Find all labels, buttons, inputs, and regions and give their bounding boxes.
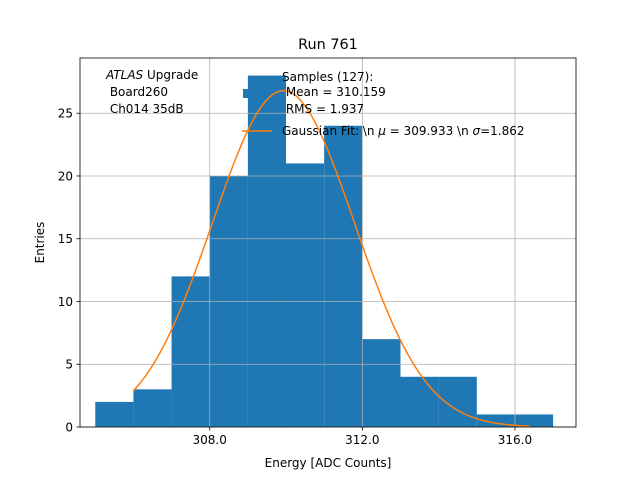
y-tick-label: 0 <box>65 421 73 435</box>
y-tick-label: 15 <box>58 232 73 246</box>
legend-fit-mu-value: = 309.933 \n <box>386 124 473 138</box>
legend-fit-label: Gaussian Fit: \n μ = 309.933 \n σ=1.862 <box>282 124 525 138</box>
x-tick-label: 316.0 <box>498 433 532 447</box>
legend-fit-sigma-value: =1.862 <box>480 124 524 138</box>
svg-text:ATLAS Upgrade: ATLAS Upgrade <box>105 68 198 82</box>
chart-title: Run 761 <box>298 37 358 53</box>
x-axis-ticks: 308.0 312.0 316.0 <box>193 427 532 447</box>
y-tick-label: 5 <box>65 358 73 372</box>
histogram-bar <box>247 75 287 428</box>
y-axis-ticks: 0 5 10 15 20 25 <box>58 107 80 435</box>
x-tick-label: 308.0 <box>193 433 227 447</box>
histogram-bar <box>400 376 439 427</box>
histogram-bar <box>514 414 554 427</box>
legend-fit-mu: μ <box>377 124 386 138</box>
atlas-annotation: ATLAS Upgrade Board260 Ch014 35dB <box>105 68 198 116</box>
x-tick-label: 312.0 <box>345 433 379 447</box>
y-tick-label: 20 <box>58 169 73 183</box>
board-label: Board260 <box>106 85 168 99</box>
histogram-bar <box>324 125 363 427</box>
grid <box>80 58 576 428</box>
legend-samples-line2: Mean = 310.159 <box>282 85 386 99</box>
plot-frame <box>79 57 577 428</box>
atlas-label: ATLAS <box>105 68 144 82</box>
legend: Samples (127): Mean = 310.159 RMS = 1.93… <box>242 70 525 138</box>
histogram-bar <box>286 163 325 427</box>
x-axis-label: Energy [ADC Counts] <box>265 456 392 470</box>
histogram-bar <box>95 401 134 427</box>
legend-samples-line1: Samples (127): <box>282 70 373 84</box>
histogram-bar <box>171 276 210 427</box>
histogram-bar <box>133 389 172 427</box>
legend-fit-sigma: σ <box>473 124 481 138</box>
upgrade-label: Upgrade <box>143 68 198 82</box>
y-tick-label: 25 <box>58 107 73 121</box>
legend-samples-line3: RMS = 1.937 <box>282 102 364 116</box>
legend-samples-patch <box>243 89 255 98</box>
histogram-bar <box>362 339 401 427</box>
gaussian-fit-curve <box>132 89 531 427</box>
y-tick-label: 10 <box>58 295 73 309</box>
channel-label: Ch014 35dB <box>106 102 184 116</box>
legend-fit-prefix: Gaussian Fit: \n <box>282 124 378 138</box>
y-axis-label: Entries <box>33 222 47 264</box>
